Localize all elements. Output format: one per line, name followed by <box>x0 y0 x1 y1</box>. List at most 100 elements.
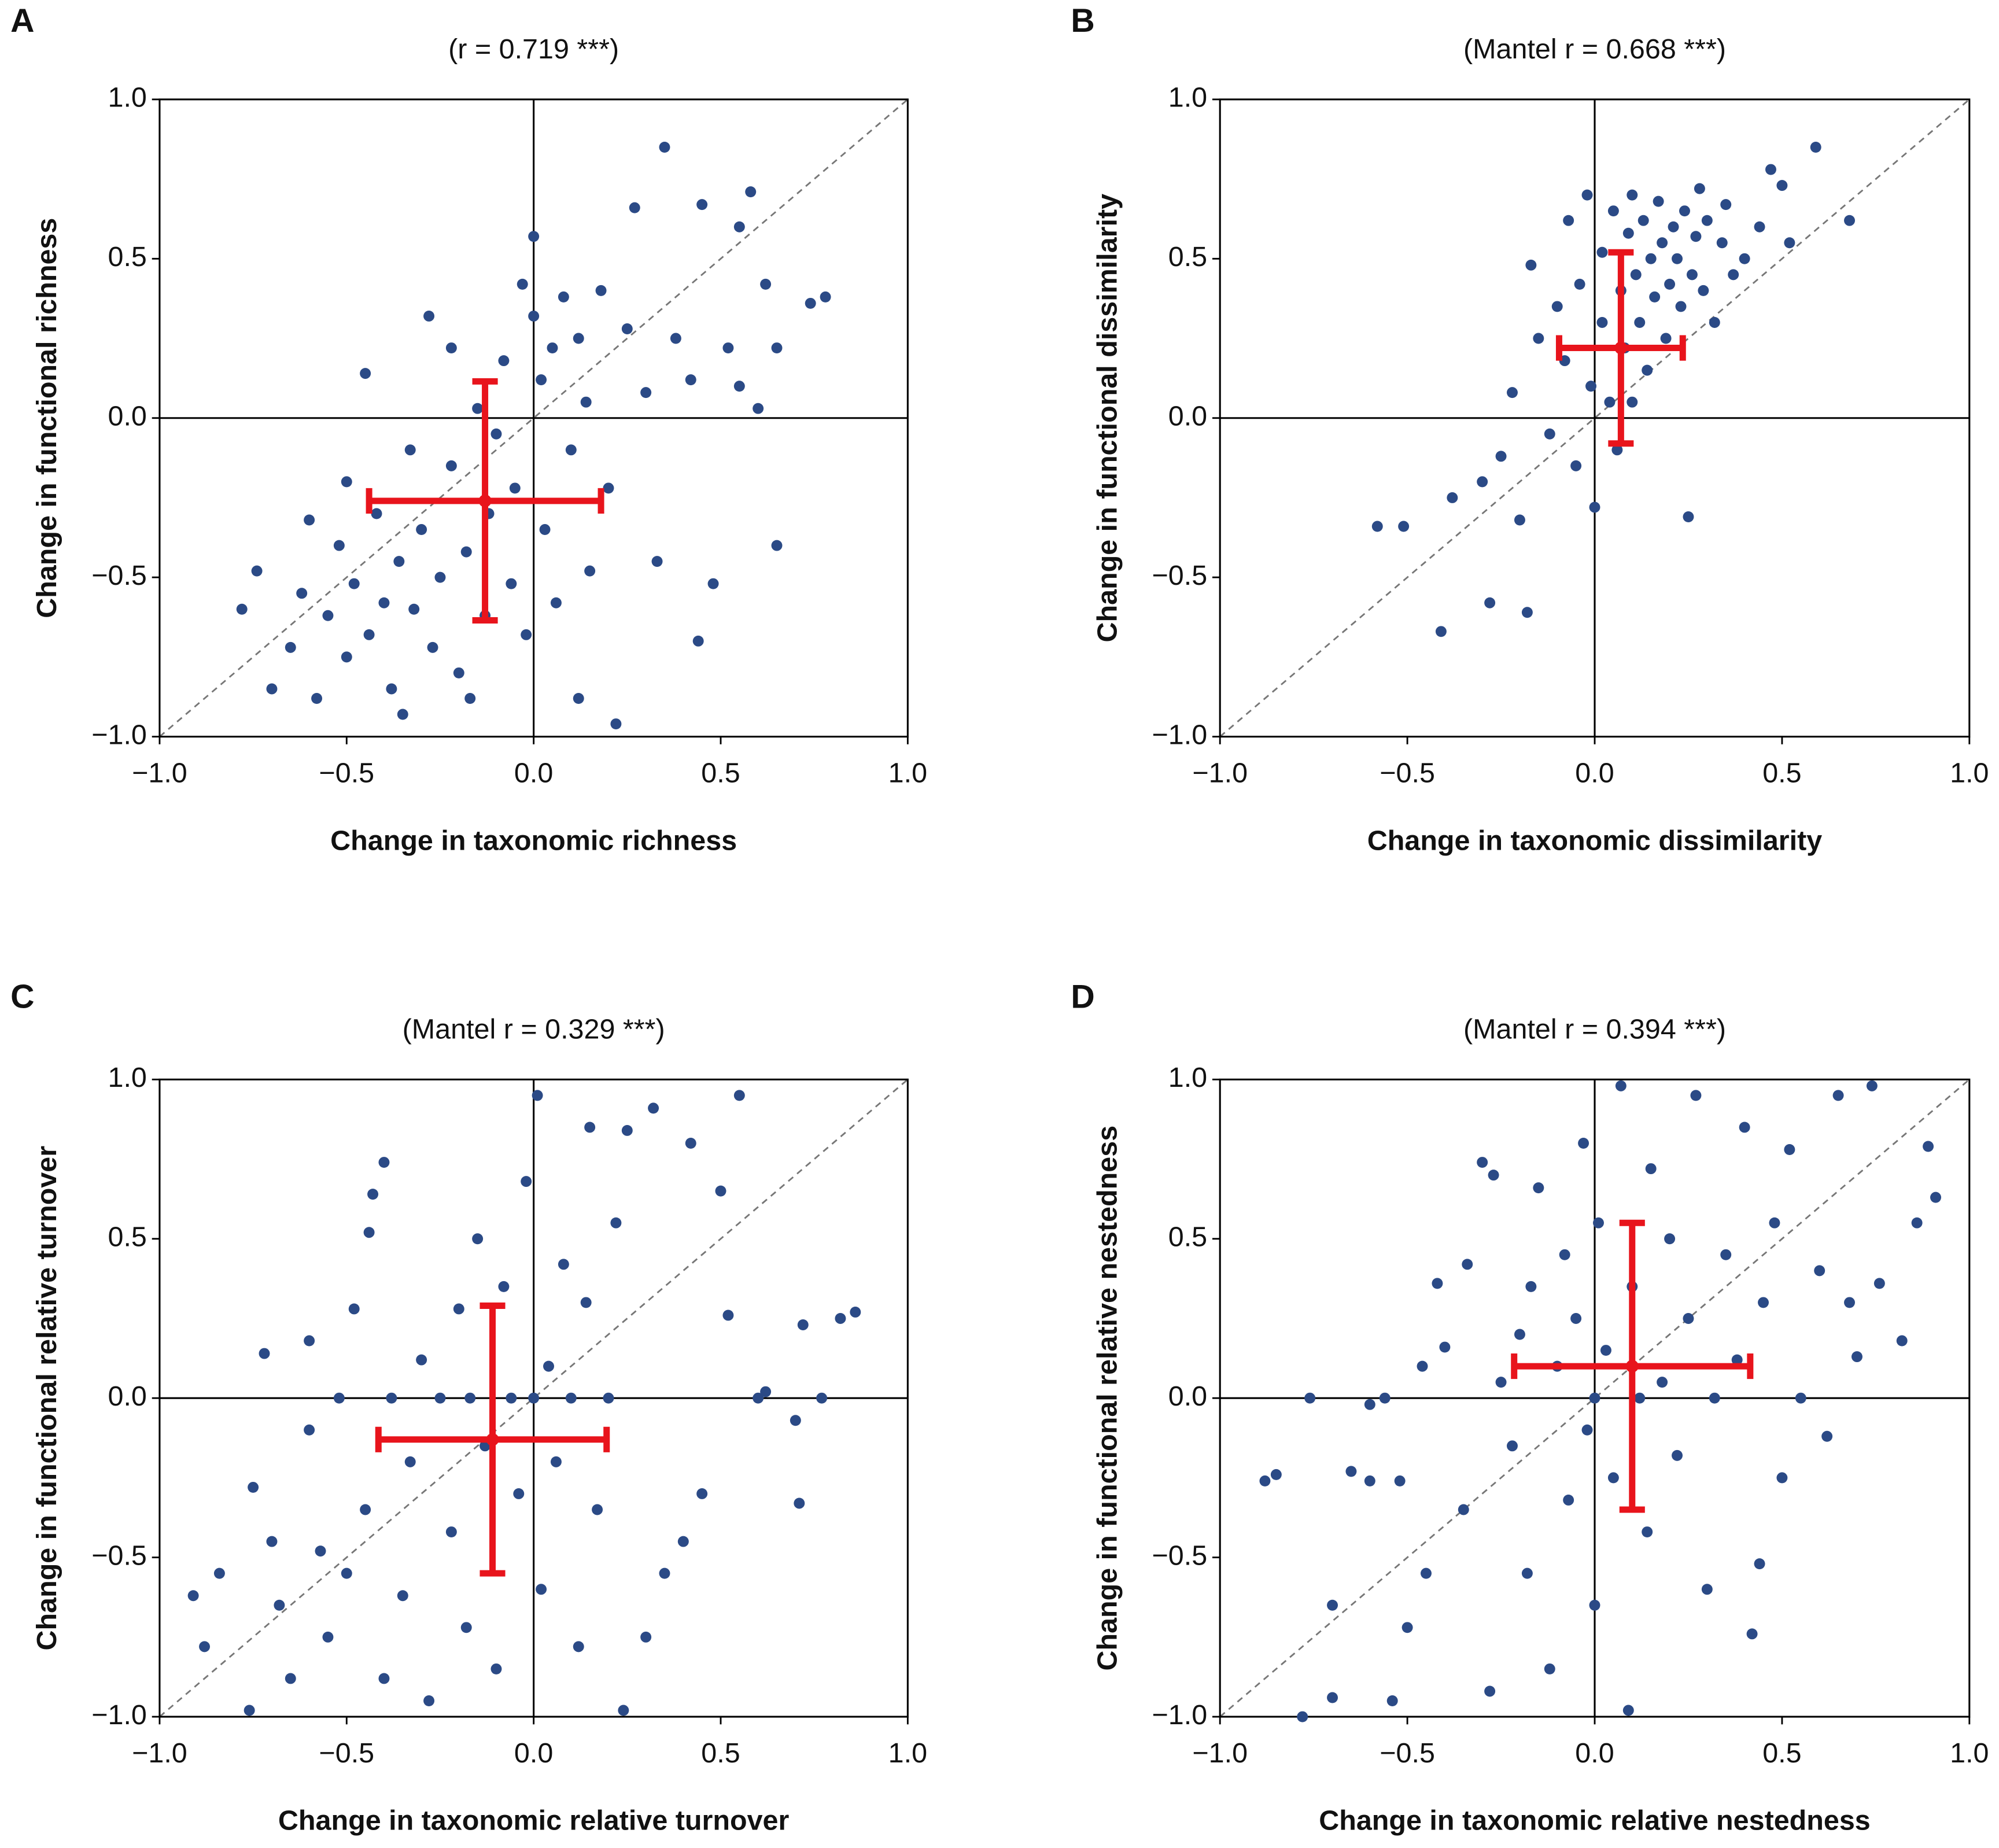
point <box>453 1303 464 1315</box>
point <box>1615 1080 1627 1091</box>
identity-line <box>1219 98 1970 737</box>
point <box>584 565 596 577</box>
point <box>1581 1424 1593 1436</box>
point <box>1649 291 1661 303</box>
point <box>304 1335 315 1347</box>
point <box>464 693 476 704</box>
point <box>1728 269 1739 281</box>
point <box>1507 1440 1518 1452</box>
point <box>692 635 704 647</box>
point <box>1521 607 1533 618</box>
point <box>1327 1599 1338 1611</box>
y-tick-label: 0.5 <box>108 1222 147 1253</box>
point <box>1657 1377 1668 1388</box>
point <box>1394 1475 1406 1486</box>
point <box>1672 1449 1683 1461</box>
point <box>236 603 248 615</box>
x-axis-label: Change in taxonomic richness <box>330 825 737 856</box>
point <box>274 1599 285 1611</box>
point <box>490 1663 502 1674</box>
point <box>1776 180 1788 191</box>
point <box>1600 1345 1611 1356</box>
point <box>453 667 464 678</box>
point <box>460 546 472 558</box>
point <box>360 1504 371 1515</box>
point <box>1657 237 1668 249</box>
point <box>603 1392 614 1404</box>
point <box>521 1176 532 1187</box>
point <box>348 578 360 589</box>
point <box>629 202 640 213</box>
mean-point <box>1614 341 1628 355</box>
point <box>498 355 510 367</box>
point <box>423 310 435 322</box>
point <box>1683 1312 1694 1324</box>
x-tick-label: −0.5 <box>319 1738 374 1769</box>
point <box>187 1590 199 1602</box>
panel-letter: B <box>1071 2 1094 39</box>
identity-line <box>158 1079 909 1718</box>
panel-title: (r = 0.719 ***) <box>448 34 619 65</box>
point <box>528 1392 540 1404</box>
point <box>506 578 517 589</box>
point <box>558 1259 569 1270</box>
point <box>536 1584 547 1595</box>
point <box>1896 1335 1908 1347</box>
y-tick-label: 0.0 <box>108 1381 147 1412</box>
point <box>311 693 323 704</box>
point <box>213 1567 225 1579</box>
point <box>244 1705 255 1716</box>
point <box>584 1122 596 1133</box>
point <box>816 1392 828 1404</box>
point <box>1364 1475 1375 1486</box>
point <box>677 1536 689 1547</box>
point <box>371 508 382 519</box>
point <box>333 540 345 551</box>
point <box>1795 1392 1806 1404</box>
y-tick-label: 1.0 <box>108 1062 147 1093</box>
y-tick-label: −0.5 <box>91 560 147 591</box>
point <box>1559 1249 1570 1260</box>
point <box>1701 1584 1713 1595</box>
point <box>1660 333 1672 344</box>
point <box>1683 511 1694 522</box>
point <box>386 1392 397 1404</box>
point <box>1589 1599 1600 1611</box>
point <box>1477 1157 1488 1168</box>
y-tick-label: −0.5 <box>1152 1540 1207 1571</box>
point <box>498 1281 510 1292</box>
point <box>539 524 551 536</box>
point <box>1720 199 1732 211</box>
point <box>760 1386 772 1397</box>
point <box>1645 253 1657 264</box>
point <box>528 310 540 322</box>
point <box>1630 269 1642 281</box>
point <box>771 540 783 551</box>
identity-line <box>1219 1079 1970 1718</box>
point <box>707 578 719 589</box>
panel: A (r = 0.719 ***) Change in taxonomic rich… <box>10 2 927 856</box>
point <box>1435 626 1447 637</box>
point <box>363 1227 375 1238</box>
point <box>1664 1233 1676 1245</box>
point <box>315 1545 326 1557</box>
point <box>1622 227 1634 239</box>
point <box>1653 196 1664 207</box>
point <box>1686 269 1698 281</box>
x-tick-label: 0.0 <box>514 757 553 788</box>
point <box>528 231 540 242</box>
point <box>378 597 390 608</box>
point <box>532 1090 543 1101</box>
point <box>416 524 427 536</box>
y-tick-label: 1.0 <box>108 82 147 113</box>
y-tick-label: −1.0 <box>1152 1699 1207 1731</box>
panel: D (Mantel r = 0.394 ***) Change in taxonom… <box>1071 979 1989 1836</box>
panel-title: (Mantel r = 0.394 ***) <box>1463 1013 1726 1045</box>
point <box>1930 1192 1941 1203</box>
point <box>1514 514 1525 526</box>
point <box>1371 521 1383 532</box>
point <box>1604 396 1616 408</box>
point <box>322 1631 334 1643</box>
y-tick-label: −0.5 <box>91 1540 147 1571</box>
point <box>1637 215 1649 226</box>
